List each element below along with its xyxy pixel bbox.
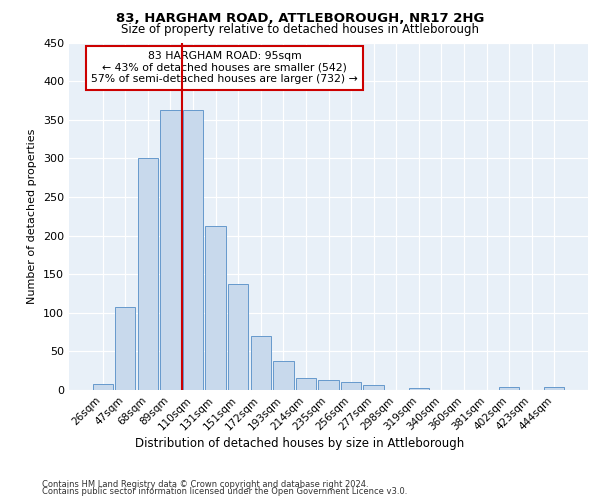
- Bar: [544, 387, 565, 390]
- Bar: [115, 306, 136, 390]
- Bar: [296, 378, 316, 390]
- Bar: [138, 158, 158, 390]
- Bar: [499, 387, 519, 390]
- Bar: [319, 380, 338, 390]
- Bar: [364, 386, 384, 390]
- Bar: [92, 384, 113, 390]
- Bar: [251, 336, 271, 390]
- Bar: [160, 110, 181, 390]
- Bar: [183, 110, 203, 390]
- Text: 83, HARGHAM ROAD, ATTLEBOROUGH, NR17 2HG: 83, HARGHAM ROAD, ATTLEBOROUGH, NR17 2HG: [116, 12, 484, 25]
- Y-axis label: Number of detached properties: Number of detached properties: [28, 128, 37, 304]
- Text: Contains HM Land Registry data © Crown copyright and database right 2024.: Contains HM Land Registry data © Crown c…: [42, 480, 368, 489]
- Bar: [228, 284, 248, 390]
- Bar: [409, 388, 429, 390]
- Text: Distribution of detached houses by size in Attleborough: Distribution of detached houses by size …: [136, 438, 464, 450]
- Bar: [205, 226, 226, 390]
- Text: Contains public sector information licensed under the Open Government Licence v3: Contains public sector information licen…: [42, 487, 407, 496]
- Text: Size of property relative to detached houses in Attleborough: Size of property relative to detached ho…: [121, 23, 479, 36]
- Bar: [341, 382, 361, 390]
- Text: 83 HARGHAM ROAD: 95sqm
← 43% of detached houses are smaller (542)
57% of semi-de: 83 HARGHAM ROAD: 95sqm ← 43% of detached…: [91, 51, 358, 84]
- Bar: [273, 360, 293, 390]
